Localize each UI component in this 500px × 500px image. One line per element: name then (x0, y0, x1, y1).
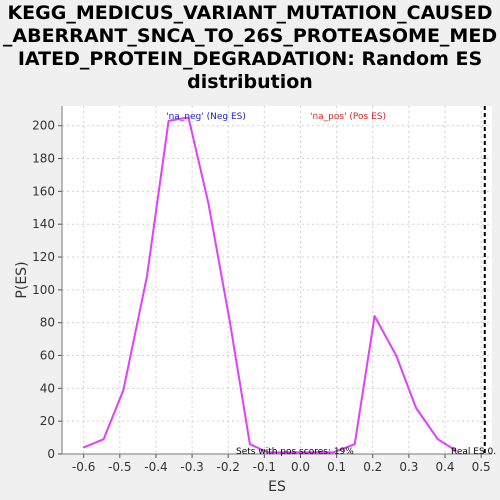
x-tick-label: 0.5 (472, 460, 491, 474)
y-tick-label: 100 (32, 283, 55, 297)
y-tick-label: 160 (32, 184, 55, 198)
es-density-point (455, 449, 457, 452)
title-line-3: IATED_PROTEIN_DEGRADATION: Random ES (17, 48, 483, 70)
annotation-layer: 'na_neg' (Neg ES) 'na_pos' (Pos ES) Sets w… (166, 106, 496, 457)
es-density-point (102, 438, 105, 441)
y-tick-label: 20 (40, 414, 55, 428)
y-axis-label: P(ES) (14, 261, 30, 298)
y-tick-label: 60 (40, 349, 55, 363)
es-density-point (207, 202, 210, 204)
es-density-point (146, 275, 148, 278)
y-tick-label: 200 (32, 119, 55, 133)
es-density-point (187, 116, 190, 119)
x-tick-label: -0.1 (253, 460, 276, 474)
x-axis-label: ES (268, 479, 286, 495)
y-tick-label: 40 (40, 381, 55, 395)
es-density-point (436, 438, 439, 441)
y-tick-label: 140 (32, 217, 55, 231)
es-density-point (373, 315, 376, 317)
legend-neg-es: 'na_neg' (Neg ES) (166, 112, 246, 122)
pos-scores-annotation: Sets with pos scores: 19% (236, 447, 354, 457)
x-tick-label: -0.4 (144, 460, 167, 474)
es-density-point (353, 443, 356, 445)
y-tick-label: 80 (40, 316, 55, 330)
y-tick-label: 120 (32, 250, 55, 264)
x-tick-label: -0.6 (72, 460, 95, 474)
es-density-point (249, 443, 251, 445)
real-es-annotation: Real ES 0. (451, 447, 496, 457)
es-density-point (415, 407, 417, 409)
x-tick-label: 0.3 (399, 460, 418, 474)
es-density-point (229, 321, 231, 324)
es-density-point (332, 451, 334, 454)
x-tick-label: -0.2 (217, 460, 240, 474)
es-density-point (167, 119, 170, 122)
chart-title: KEGG_MEDICUS_VARIANT_MUTATION_CAUSED _AB… (0, 2, 500, 94)
y-tick-label: 0 (47, 447, 55, 461)
es-density-point (267, 451, 269, 454)
y-tick-label: 180 (32, 152, 55, 166)
x-tick-label: 0.4 (435, 460, 454, 474)
x-tick-label: -0.5 (108, 460, 131, 474)
x-tick-label: 0.0 (291, 460, 310, 474)
es-density-point (122, 389, 125, 391)
axes: -0.6 -0.5 -0.4 -0.3 -0.2 -0.1 0.0 0.1 0.2 0.3 0.4 0… (32, 106, 492, 474)
x-tick-label: 0.2 (363, 460, 382, 474)
es-density-point (82, 446, 85, 449)
title-line-4: distribution (187, 71, 313, 93)
x-tick-label: -0.3 (180, 460, 203, 474)
es-density-point (395, 354, 398, 357)
title-line-2: _ABERRANT_SNCA_TO_26S_PROTEASOME_MED (2, 25, 498, 47)
title-line-1: KEGG_MEDICUS_VARIANT_MUTATION_CAUSED (7, 2, 493, 24)
series-layer (82, 116, 457, 454)
legend-pos-es: 'na_pos' (Pos ES) (310, 112, 386, 122)
plot-area (62, 106, 492, 454)
x-tick-label: 0.1 (327, 460, 346, 474)
